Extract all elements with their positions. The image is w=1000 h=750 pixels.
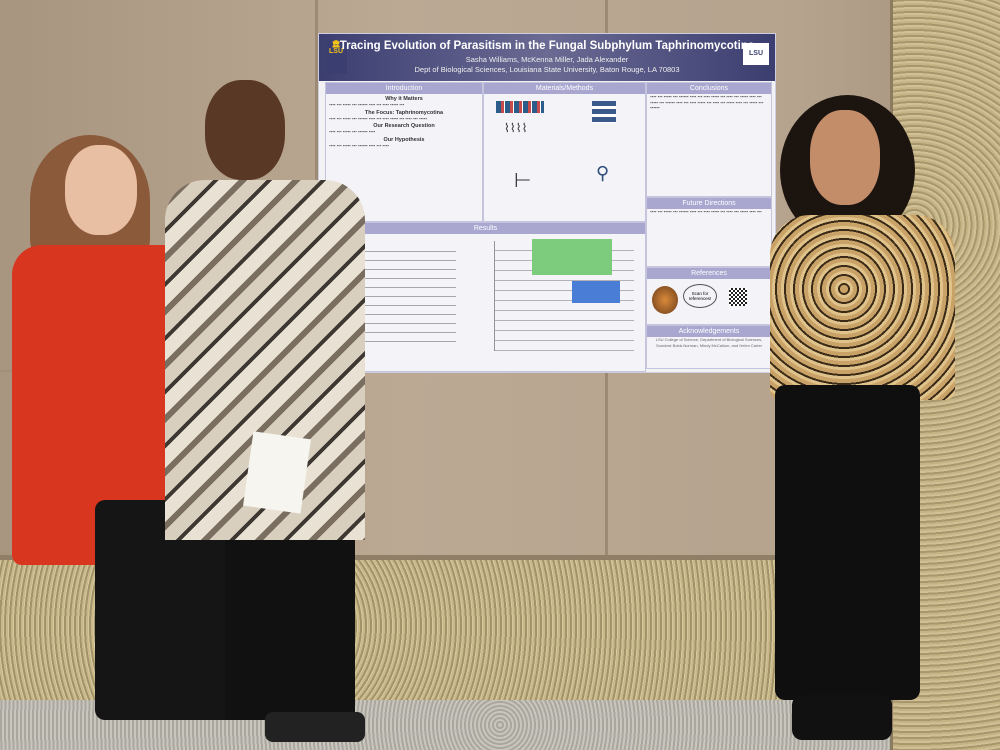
- body-text: ▪▪▪▪ ▪▪▪ ▪▪▪▪▪ ▪▪▪ ▪▪▪▪▪▪ ▪▪▪▪ ▪▪▪ ▪▪▪▪ …: [650, 94, 764, 110]
- sneakers: [265, 712, 365, 742]
- section-heading: Future Directions: [647, 198, 771, 209]
- speech-bubble: Scan for references!: [683, 284, 717, 308]
- database-icon: [592, 101, 616, 123]
- subheading: Our Hypothesis: [383, 136, 425, 143]
- future-directions-section: Future Directions ▪▪▪▪ ▪▪▪ ▪▪▪▪▪ ▪▪▪ ▪▪▪…: [646, 197, 772, 267]
- leopard-blouse: [770, 215, 955, 400]
- conclusions-section: Conclusions ▪▪▪▪ ▪▪▪ ▪▪▪▪▪ ▪▪▪ ▪▪▪▪▪▪ ▪▪…: [646, 82, 772, 197]
- body-text: ▪▪▪▪ ▪▪▪ ▪▪▪▪▪ ▪▪▪ ▪▪▪▪▪▪ ▪▪▪▪ ▪▪▪ ▪▪▪▪: [329, 142, 389, 148]
- methods-section: Materials/Methods ⌇⌇⌇⌇ ⊢ ⚲: [483, 82, 646, 222]
- subheading: The Focus: Taphrinomycotina: [364, 109, 444, 116]
- tiger-mascot-image: [652, 286, 678, 314]
- face: [65, 145, 137, 235]
- phylogenetic-tree-icon: ⊢: [514, 170, 532, 192]
- references-section: References Scan for references!: [646, 267, 772, 325]
- acknowledgements-text: LSU College of Science, Department of Bi…: [655, 337, 763, 348]
- black-pants: [775, 385, 920, 700]
- body-text: ▪▪▪▪ ▪▪▪ ▪▪▪▪▪ ▪▪▪ ▪▪▪▪▪▪ ▪▪▪▪ ▪▪▪ ▪▪▪▪ …: [329, 102, 405, 107]
- black-pants: [225, 540, 355, 720]
- body-text: ▪▪▪▪ ▪▪▪ ▪▪▪▪▪ ▪▪▪ ▪▪▪▪▪▪ ▪▪▪▪ ▪▪▪ ▪▪▪▪ …: [650, 209, 762, 214]
- section-heading: Introduction: [326, 83, 482, 94]
- subheading: Our Research Question: [373, 123, 435, 129]
- face: [810, 110, 880, 205]
- body-text: ▪▪▪▪ ▪▪▪ ▪▪▪▪▪ ▪▪▪ ▪▪▪▪▪▪ ▪▪▪▪: [329, 129, 376, 134]
- acknowledgements-section: Acknowledgements LSU College of Science,…: [646, 325, 772, 369]
- dna-sequence-icon: [496, 101, 544, 113]
- section-heading: Materials/Methods: [484, 83, 645, 94]
- section-heading: Results: [326, 223, 645, 234]
- qr-code[interactable]: [729, 288, 747, 306]
- research-poster: 🏛 LSU Tracing Evolution of Parasitism in …: [318, 33, 776, 373]
- section-heading: References: [647, 268, 771, 279]
- face: [205, 80, 285, 180]
- black-flats: [792, 695, 892, 740]
- results-section: Results: [325, 222, 646, 372]
- poster-title: Tracing Evolution of Parasitism in the F…: [339, 40, 755, 52]
- usb-icon: ⚲: [596, 163, 610, 183]
- section-heading: Conclusions: [647, 83, 771, 94]
- baseboard-ledge: [0, 555, 910, 563]
- paper-sheet: [243, 431, 311, 514]
- poster-affiliation: Dept of Biological Sciences, Louisiana S…: [414, 65, 680, 74]
- lsu-logo-left: 🏛 LSU: [325, 40, 347, 74]
- poster-authors: Sasha Williams, McKenna Miller, Jada Ale…: [465, 55, 629, 64]
- dna-helix-icon: ⌇⌇⌇⌇: [504, 121, 528, 135]
- section-heading: Acknowledgements: [647, 326, 771, 337]
- lsu-logo-right: LSU: [743, 43, 769, 65]
- subheading: Why it Matters: [385, 96, 423, 102]
- poster-header: 🏛 LSU Tracing Evolution of Parasitism in …: [319, 34, 775, 81]
- highlight-clade-blue: [572, 281, 620, 303]
- body-text: ▪▪▪▪ ▪▪▪ ▪▪▪▪▪ ▪▪▪ ▪▪▪▪▪▪ ▪▪▪▪ ▪▪▪ ▪▪▪▪ …: [329, 115, 427, 121]
- highlight-clade-green: [532, 239, 612, 275]
